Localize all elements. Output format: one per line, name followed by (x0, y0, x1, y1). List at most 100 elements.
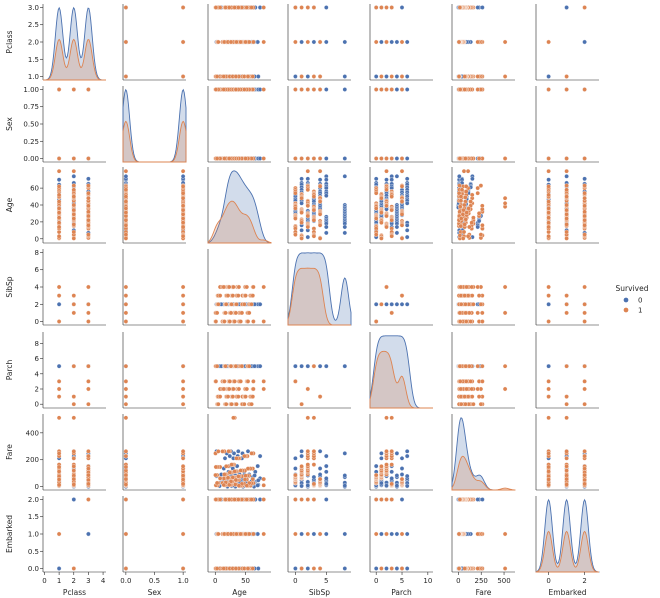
scatter-point-survived-1 (462, 87, 467, 92)
scatter-point-survived-0 (305, 566, 311, 571)
scatter-point-survived-1 (243, 156, 248, 161)
panel-sex-vs-pclass: 0.00 0.25 0.50 0.75 1.00 Sex (5, 86, 106, 163)
panel-sibsp-vs-embarked (535, 249, 599, 326)
scatter-point-survived-1 (232, 319, 237, 324)
scatter-point-survived-0 (299, 39, 304, 45)
scatter-point-survived-0 (324, 363, 329, 369)
scatter-point-survived-1 (457, 363, 463, 369)
x-axis-label: Parch (391, 588, 412, 597)
panel-parch-vs-age (207, 332, 271, 409)
scatter-point-survived-1 (379, 302, 384, 307)
scatter-point-survived-1 (317, 156, 323, 161)
scatter-point-survived-1 (311, 5, 317, 10)
scatter-point-survived-0 (394, 483, 400, 488)
scatter-point-survived-1 (123, 394, 129, 399)
x-tick-label: 1.0 (178, 577, 189, 585)
scatter-point-survived-1 (249, 451, 254, 456)
scatter-point-survived-1 (86, 223, 91, 228)
scatter-point-survived-0 (404, 453, 410, 459)
scatter-point-survived-1 (299, 236, 304, 241)
panel-sibsp-vs-fare (451, 249, 515, 326)
scatter-point-survived-0 (324, 453, 329, 459)
scatter-point-survived-1 (180, 293, 186, 298)
scatter-point-survived-1 (71, 87, 77, 92)
scatter-point-survived-1 (389, 74, 394, 79)
x-tick-label: 0 (293, 577, 297, 585)
panel-age-vs-age (207, 167, 272, 244)
scatter-point-survived-1 (384, 168, 389, 174)
panel-sibsp-vs-parch (369, 249, 433, 326)
scatter-point-survived-1 (399, 156, 405, 161)
scatter-point-survived-0 (404, 223, 410, 228)
scatter-point-survived-1 (305, 213, 311, 219)
panel-fare-vs-parch (369, 414, 433, 491)
scatter-point-survived-1 (379, 87, 384, 92)
scatter-point-survived-1 (458, 223, 464, 229)
scatter-point-survived-0 (324, 497, 329, 502)
scatter-point-survived-1 (299, 156, 304, 161)
scatter-point-survived-1 (582, 232, 587, 237)
scatter-point-survived-1 (457, 319, 463, 324)
scatter-point-survived-0 (324, 87, 329, 92)
scatter-point-survived-0 (311, 39, 317, 45)
scatter-point-survived-1 (180, 473, 186, 478)
scatter-point-survived-0 (324, 469, 329, 475)
scatter-point-survived-1 (478, 232, 484, 237)
scatter-point-survived-1 (243, 293, 248, 298)
panel-age-vs-sex (122, 167, 186, 244)
scatter-point-survived-1 (227, 379, 233, 384)
scatter-point-survived-1 (249, 401, 254, 407)
scatter-point-survived-1 (180, 302, 186, 307)
scatter-point-survived-1 (546, 184, 551, 189)
scatter-point-survived-1 (317, 74, 323, 79)
scatter-point-survived-1 (384, 224, 389, 230)
scatter-point-survived-1 (389, 462, 394, 467)
scatter-point-survived-0 (71, 497, 77, 502)
scatter-point-survived-1 (86, 284, 91, 290)
scatter-point-survived-0 (399, 456, 405, 461)
scatter-point-survived-1 (463, 379, 469, 384)
scatter-point-survived-0 (342, 483, 348, 488)
scatter-point-survived-1 (56, 464, 62, 470)
scatter-point-survived-0 (342, 473, 348, 478)
y-axis-label: Embarked (5, 515, 14, 553)
scatter-point-survived-1 (299, 195, 304, 201)
scatter-point-survived-1 (233, 477, 239, 483)
scatter-point-survived-1 (480, 379, 485, 384)
scatter-point-survived-1 (564, 156, 569, 161)
scatter-point-survived-1 (216, 531, 221, 537)
legend-title: Survived (616, 284, 649, 293)
scatter-point-survived-0 (305, 363, 311, 369)
scatter-point-survived-0 (56, 302, 62, 307)
panel-embarked-vs-parch: 0 5 10 Parch (369, 496, 433, 597)
scatter-point-survived-1 (305, 449, 311, 454)
scatter-point-survived-0 (311, 531, 317, 537)
scatter-point-survived-1 (373, 232, 379, 237)
scatter-point-survived-1 (261, 476, 266, 482)
scatter-point-survived-1 (462, 293, 467, 298)
scatter-point-survived-1 (373, 497, 379, 502)
scatter-point-survived-1 (305, 224, 311, 230)
scatter-point-survived-1 (234, 401, 239, 407)
scatter-point-survived-1 (250, 394, 256, 399)
panel-fare-vs-fare (451, 414, 516, 491)
y-tick-label: 1.00 (23, 86, 39, 94)
scatter-point-survived-0 (293, 466, 298, 471)
scatter-point-survived-0 (342, 230, 348, 236)
scatter-point-survived-1 (180, 184, 186, 189)
scatter-point-survived-0 (379, 480, 384, 486)
scatter-point-survived-1 (71, 482, 77, 487)
scatter-point-survived-1 (389, 310, 394, 316)
scatter-point-survived-0 (56, 363, 62, 369)
scatter-point-survived-1 (379, 220, 384, 225)
scatter-point-survived-1 (384, 462, 389, 467)
scatter-point-survived-1 (71, 468, 77, 473)
scatter-point-survived-1 (317, 394, 323, 399)
scatter-point-survived-1 (238, 468, 243, 473)
scatter-point-survived-1 (480, 223, 485, 228)
scatter-point-survived-1 (582, 209, 587, 215)
y-tick-label: 1.0 (28, 531, 39, 539)
scatter-point-survived-1 (564, 222, 569, 227)
x-tick-label: 2 (72, 577, 76, 585)
scatter-point-survived-0 (86, 176, 91, 182)
